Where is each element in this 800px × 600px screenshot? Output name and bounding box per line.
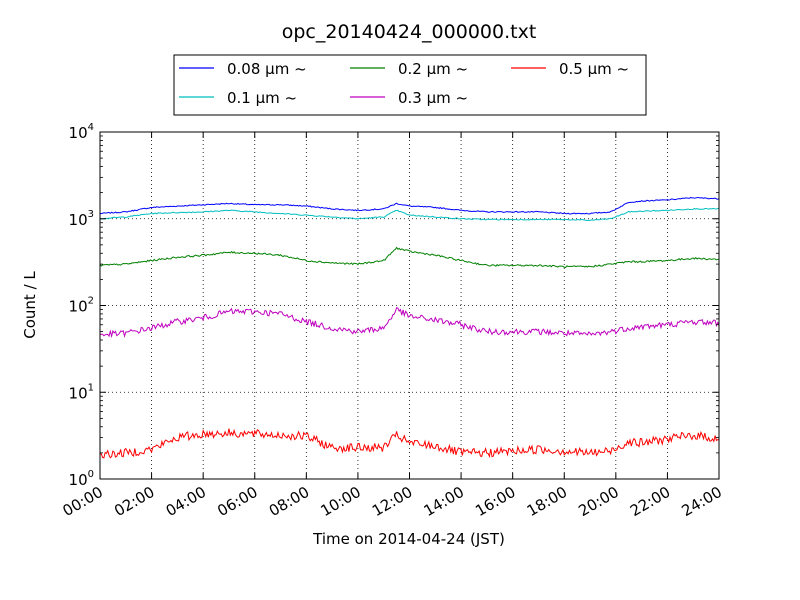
x-tick-label: 12:00 (369, 483, 415, 520)
x-tick-label: 16:00 (472, 483, 518, 520)
chart-title: opc_20140424_000000.txt (282, 21, 537, 43)
y-tick-label: 104 (69, 122, 94, 142)
plot-area (99, 131, 720, 480)
x-tick-label: 08:00 (266, 483, 312, 520)
legend-box (173, 54, 647, 116)
x-tick-label: 18:00 (524, 483, 570, 520)
x-tick-label: 04:00 (163, 483, 209, 520)
x-tick-label: 20:00 (575, 483, 621, 520)
legend-label: 0.08 μm ~ (227, 60, 307, 78)
legend-label: 0.3 μm ~ (398, 89, 468, 107)
y-tick-label: 101 (69, 382, 94, 402)
x-tick-label: 14:00 (421, 483, 467, 520)
x-tick-label: 06:00 (214, 483, 260, 520)
y-tick-label: 103 (69, 209, 94, 229)
series-line (99, 246, 720, 269)
y-tick-label: 102 (69, 296, 94, 316)
series-line (99, 307, 720, 339)
series-line (99, 196, 720, 215)
y-tick-label: 100 (69, 469, 94, 489)
series-line (99, 428, 720, 459)
legend-label: 0.2 μm ~ (398, 60, 468, 78)
legend-label: 0.1 μm ~ (227, 89, 297, 107)
legend: 0.08 μm ~ 0.1 μm ~ 0.2 μm ~ 0.3 μm ~ 0.5 μm … (173, 54, 647, 116)
legend-label: 0.5 μm ~ (559, 60, 629, 78)
y-axis-label: Count / L (21, 271, 39, 339)
x-tick-label: 10:00 (317, 483, 363, 520)
x-tick-label: 22:00 (627, 483, 673, 520)
x-axis-label: Time on 2014-04-24 (JST) (312, 530, 505, 548)
x-tick-label: 02:00 (111, 483, 157, 520)
x-tick-label: 24:00 (679, 483, 725, 520)
series-line (99, 207, 720, 222)
